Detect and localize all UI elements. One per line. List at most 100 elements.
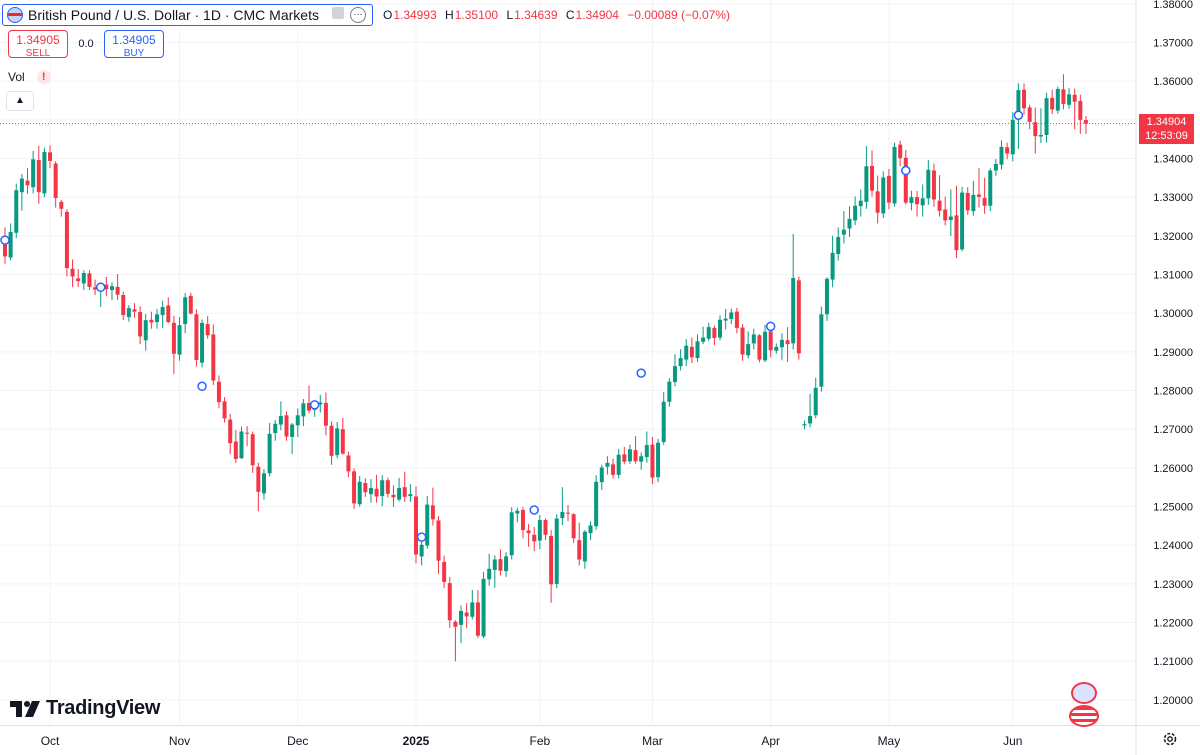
candle-body [498, 559, 503, 571]
candle-body [999, 146, 1004, 165]
candle-body [740, 327, 745, 355]
candle-body [121, 295, 126, 316]
candle-body [138, 312, 143, 337]
candle-body [436, 520, 441, 561]
candle-body [903, 157, 908, 203]
sell-button[interactable]: 1.34905 SELL [8, 30, 68, 59]
candle-body [115, 286, 120, 295]
candle-body [509, 512, 514, 556]
candle-body [701, 337, 706, 342]
candle-body [881, 177, 886, 214]
candle-body [143, 320, 148, 341]
candle-body [413, 496, 418, 555]
candle-body [813, 387, 818, 416]
event-marker [416, 532, 427, 542]
more-options-icon[interactable]: ··· [349, 7, 366, 23]
x-tick-label: 2025 [403, 734, 430, 748]
spread-value: 0.0 [78, 38, 94, 50]
candle-body [1033, 122, 1038, 137]
y-tick-label: 1.33000 [1153, 192, 1193, 204]
candle-body [19, 178, 24, 193]
candle-body [611, 464, 616, 475]
candle-body [689, 346, 694, 358]
y-tick-label: 1.20000 [1153, 695, 1193, 707]
candle-body [194, 314, 199, 360]
candle-body [171, 322, 176, 354]
candle-body [470, 602, 475, 617]
candle-body [1044, 98, 1049, 135]
uk-flag-icon[interactable] [1071, 682, 1097, 704]
y-tick-label: 1.38000 [1153, 0, 1193, 11]
candle-body [245, 432, 250, 434]
candle-body [915, 197, 920, 205]
ohlc-close-value: 1.34904 [575, 8, 619, 22]
candle-body [577, 540, 582, 560]
candle-body [526, 530, 531, 534]
last-price-value: 1.34904 [1146, 116, 1187, 128]
ohlc-values: O1.34993 H1.35100 L1.34639 C1.34904 −0.0… [383, 8, 735, 22]
sell-label: SELL [25, 48, 51, 59]
candle-body [368, 487, 373, 495]
candle-body [87, 273, 92, 287]
candle-body [1083, 120, 1088, 124]
buy-button[interactable]: 1.34905 BUY [104, 30, 164, 59]
candle-body [346, 455, 351, 472]
candle-body [391, 494, 396, 498]
candle-body [954, 215, 959, 251]
x-tick-label: Nov [169, 734, 190, 748]
candle-body [931, 170, 936, 200]
candle-body [385, 480, 390, 494]
candle-body [53, 163, 58, 198]
candle-body [779, 339, 784, 348]
tradingview-logo[interactable]: TradingView [10, 697, 160, 720]
candle-body [678, 358, 683, 367]
vol-label: Vol [8, 70, 25, 84]
candle-body [492, 559, 497, 570]
candle-body [380, 480, 385, 497]
candle-body [363, 482, 368, 493]
symbol-selector[interactable]: British Pound / U.S. Dollar · 1D · CMC M… [2, 4, 373, 26]
us-flag-icon[interactable] [1069, 705, 1099, 727]
candle-body [36, 160, 41, 193]
candle-body [200, 322, 205, 363]
candle-body [335, 428, 340, 456]
candle-body [785, 340, 790, 345]
candle-body [757, 335, 762, 360]
candle-body [993, 163, 998, 171]
gear-icon[interactable] [1162, 731, 1178, 747]
candle-body [14, 190, 19, 233]
candle-body [520, 510, 525, 531]
warning-icon[interactable]: ! [36, 70, 51, 84]
sell-price: 1.34905 [16, 33, 60, 47]
hide-legend-icon[interactable] [331, 7, 344, 19]
candle-body [261, 473, 266, 494]
candle-body [318, 402, 323, 405]
candle-body [1050, 97, 1055, 110]
y-tick-label: 1.30000 [1153, 308, 1193, 320]
candle-body [695, 341, 700, 359]
candle-body [211, 334, 216, 381]
candle-body [824, 278, 829, 315]
candle-body [819, 314, 824, 387]
candle-body [25, 180, 30, 186]
candle-body [948, 216, 953, 221]
candle-body [672, 366, 677, 383]
candle-body [284, 415, 289, 437]
chevron-up-icon[interactable]: ▲ [6, 91, 34, 111]
candle-body [64, 211, 69, 268]
candle-body [216, 381, 221, 403]
y-tick-label: 1.32000 [1153, 231, 1193, 243]
buy-label: BUY [123, 48, 145, 59]
candle-body [870, 165, 875, 191]
candle-body [943, 209, 948, 221]
event-marker [636, 368, 646, 378]
candle-body [59, 201, 64, 209]
trade-panel: 1.34905 SELL 0.0 1.34905 BUY [8, 30, 164, 59]
candle-body [971, 194, 976, 212]
candle-body [447, 583, 452, 621]
candle-body [126, 308, 131, 318]
candle-body [751, 334, 756, 344]
candle-body [1016, 90, 1021, 120]
candle-body [1005, 147, 1010, 154]
